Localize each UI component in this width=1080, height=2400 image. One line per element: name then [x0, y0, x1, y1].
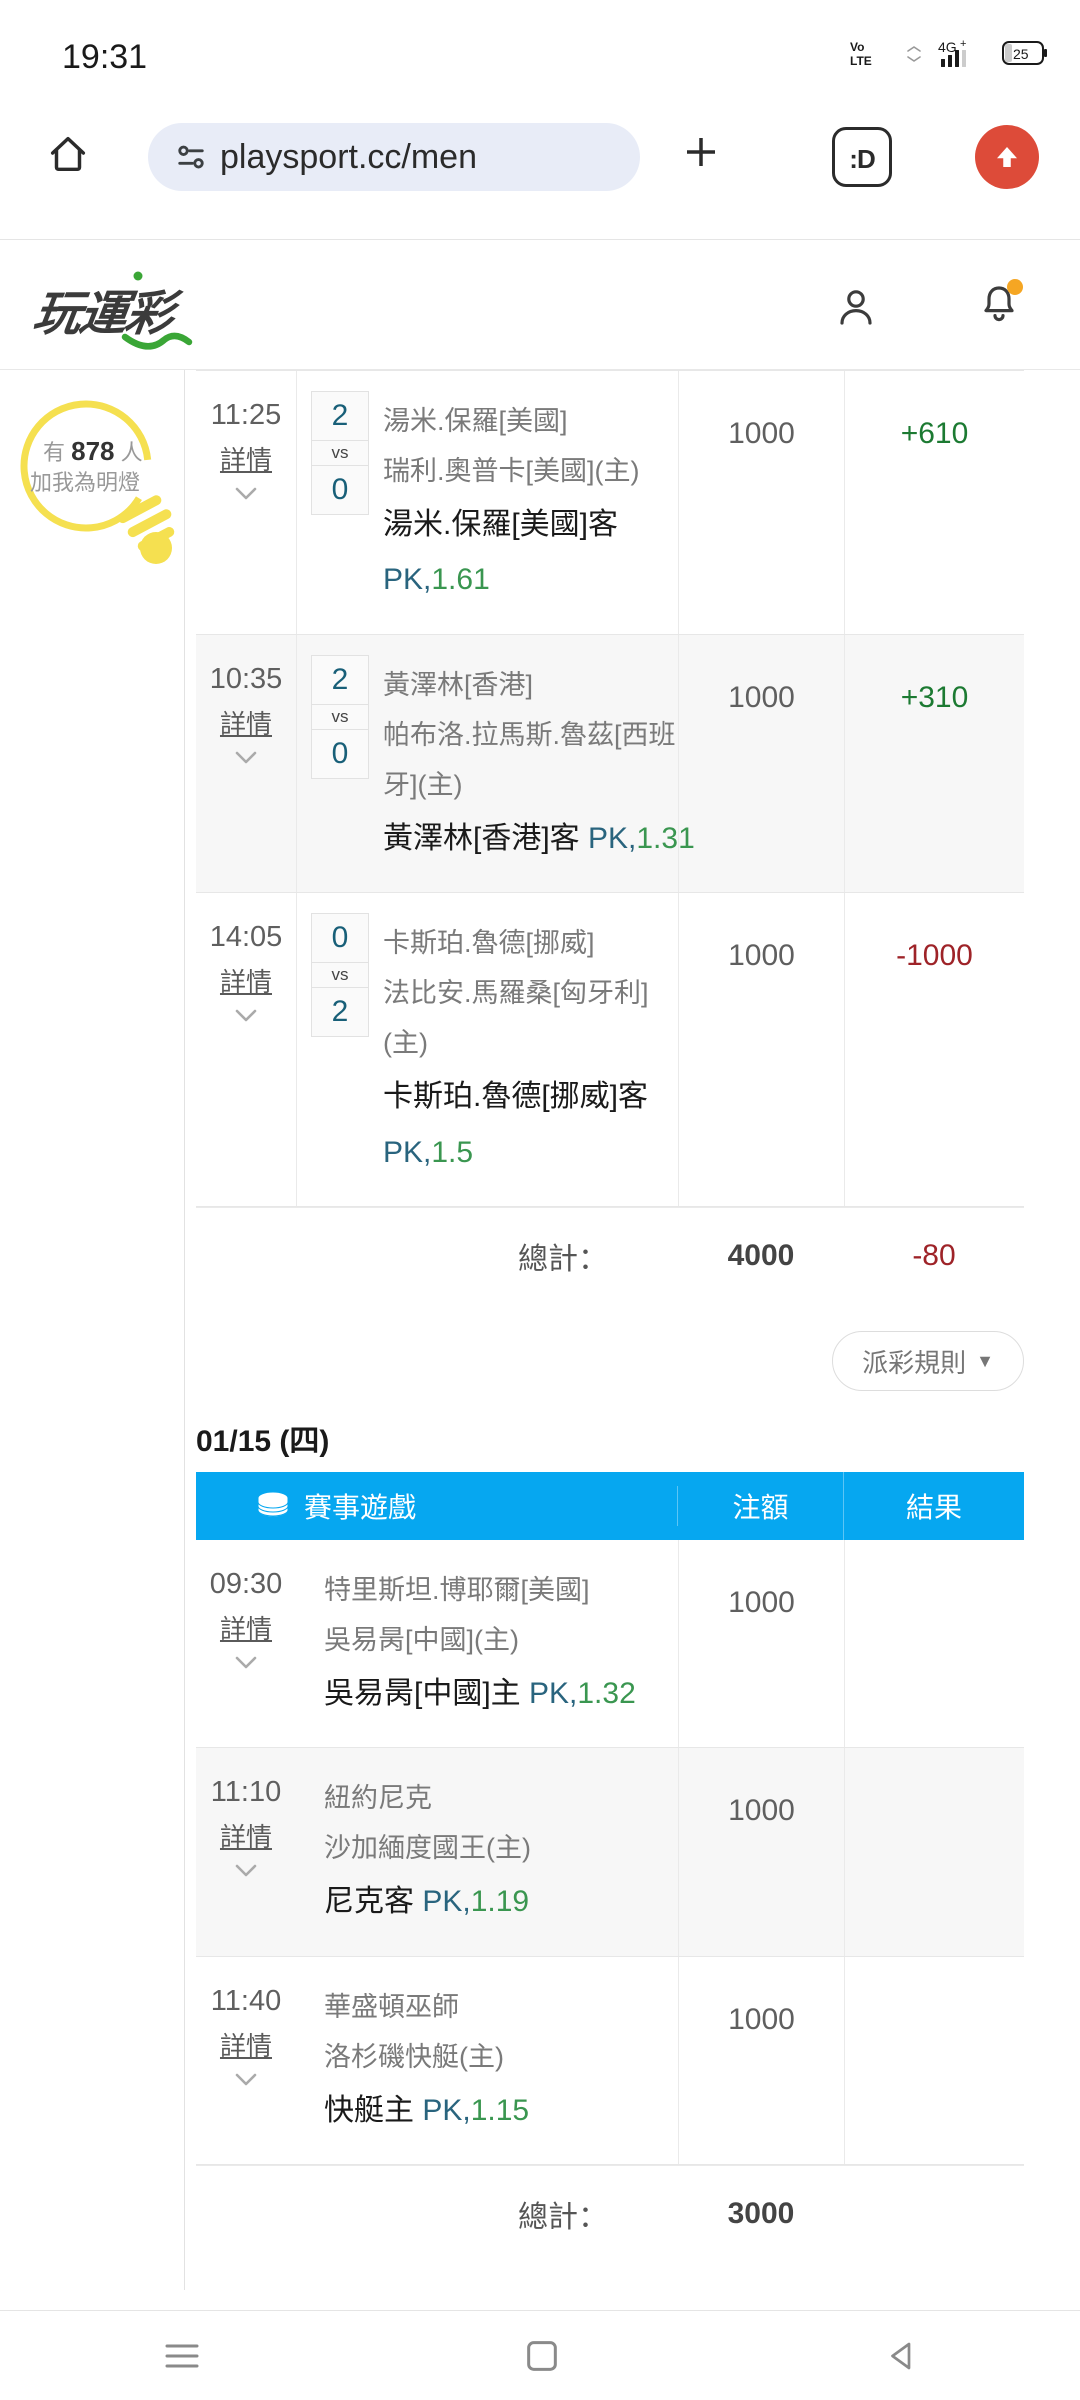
svg-text:4G: 4G: [938, 39, 957, 55]
svg-text:LTE: LTE: [850, 54, 872, 68]
svg-text:Vo: Vo: [850, 40, 864, 54]
svg-text:有 878 人: 有 878 人: [43, 436, 143, 466]
svg-text:加我為明燈: 加我為明燈: [30, 470, 140, 495]
svg-text:+: +: [960, 39, 966, 50]
svg-text:玩運彩: 玩運彩: [30, 287, 185, 341]
svg-text:25: 25: [1013, 46, 1029, 62]
